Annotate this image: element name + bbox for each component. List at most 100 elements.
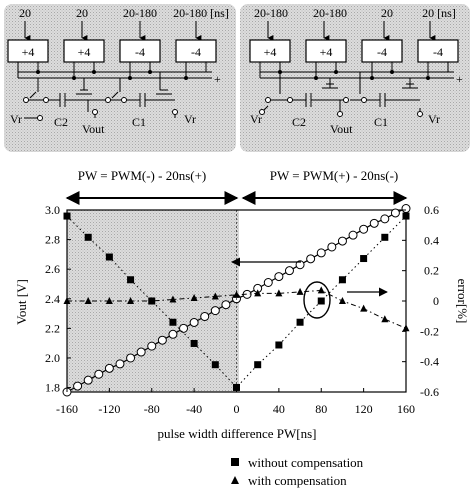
c1-label: C1 bbox=[374, 115, 388, 129]
x-tick-label: 40 bbox=[273, 402, 285, 416]
pulse-label: 20-180 bbox=[254, 6, 288, 20]
chart: -160 -120 -80 -40 0 40 80 120 160 3.0 2.8 2.6 2.4 2.2… bbox=[14, 203, 470, 488]
pulse-label: 20 bbox=[76, 6, 88, 20]
x-tick-label: -80 bbox=[144, 402, 160, 416]
data-point-triangle bbox=[63, 297, 71, 304]
pulse-label: 20 bbox=[381, 6, 393, 20]
x-tick-label: -40 bbox=[186, 402, 202, 416]
legend: without compensation with compensation bbox=[231, 455, 364, 488]
y-right-tick-label: -0.6 bbox=[420, 385, 439, 399]
pulse-label: 20 bbox=[19, 6, 31, 20]
data-point-circle bbox=[316, 248, 326, 258]
legend-triangle-marker bbox=[231, 476, 239, 484]
y-right-tick-label: -0.4 bbox=[420, 355, 439, 369]
data-point-circle bbox=[83, 375, 93, 385]
data-point-circle bbox=[359, 224, 369, 234]
data-point-circle bbox=[390, 208, 400, 218]
y-right-tick-label: 0.4 bbox=[424, 233, 439, 247]
y-right-axis-label: error[%] bbox=[455, 279, 470, 324]
x-axis-label: pulse width difference PW[ns] bbox=[158, 426, 317, 441]
amp-box bbox=[305, 39, 347, 63]
amp-gain: -4 bbox=[135, 45, 145, 59]
data-point-circle bbox=[210, 306, 220, 316]
x-tick-label: 160 bbox=[397, 402, 415, 416]
data-point-circle bbox=[168, 329, 178, 339]
circuit-left: 20 20 20-180 20-180 [ns] +4 +4 -4 -4 bbox=[4, 4, 236, 152]
y-right-tick-label: 0.2 bbox=[424, 264, 439, 278]
amp-box bbox=[63, 39, 105, 63]
data-point-circle bbox=[348, 230, 358, 240]
amp-gain: +4 bbox=[22, 45, 35, 59]
data-point-square bbox=[381, 233, 389, 241]
x-tick-label: 120 bbox=[355, 402, 373, 416]
amp-gain: +4 bbox=[78, 45, 91, 59]
data-point-triangle bbox=[317, 286, 325, 294]
vr-label: Vr bbox=[428, 112, 440, 126]
data-point-circle bbox=[221, 300, 231, 310]
data-point-triangle bbox=[84, 297, 92, 304]
data-point-circle bbox=[337, 236, 347, 246]
data-point-circle bbox=[104, 363, 114, 373]
data-point-circle bbox=[73, 381, 83, 391]
highlight-ellipse bbox=[303, 281, 331, 319]
data-point-circle bbox=[380, 214, 390, 224]
y-left-tick-label: 1.8 bbox=[45, 381, 60, 395]
pulse-label: 20-180 bbox=[123, 6, 157, 20]
legend-square-marker bbox=[231, 458, 239, 466]
data-point-circle bbox=[157, 335, 167, 345]
data-point-circle bbox=[126, 353, 136, 363]
data-point-circle bbox=[136, 347, 146, 357]
series-layer bbox=[62, 204, 411, 397]
amp-gain: -4 bbox=[377, 45, 387, 59]
data-point-triangle bbox=[381, 315, 389, 323]
amp-gain: +4 bbox=[264, 45, 277, 59]
y-right-tick-label: 0 bbox=[433, 294, 439, 308]
y-left-tick-label: 2.4 bbox=[45, 292, 60, 306]
data-point-square bbox=[317, 297, 325, 305]
data-point-square bbox=[360, 255, 368, 263]
y-right-tick-label: 0.6 bbox=[424, 203, 439, 217]
amp-box bbox=[249, 39, 291, 63]
data-point-circle bbox=[94, 369, 104, 379]
data-point-triangle bbox=[190, 293, 198, 301]
c2-label: C2 bbox=[54, 115, 68, 129]
amp-gain: -4 bbox=[433, 45, 443, 59]
data-point-circle bbox=[189, 317, 199, 327]
data-point-square bbox=[275, 341, 283, 349]
data-point-triangle bbox=[275, 289, 283, 297]
amp-gain: -4 bbox=[191, 45, 201, 59]
vout-label: Vout bbox=[330, 122, 353, 136]
data-point-triangle bbox=[360, 304, 368, 312]
data-point-triangle bbox=[211, 292, 219, 300]
y-left-tick-label: 2.8 bbox=[45, 233, 60, 247]
pulse-label: 20-180 bbox=[313, 6, 347, 20]
amp-box bbox=[175, 39, 217, 63]
y-left-tick-label: 3.0 bbox=[45, 203, 60, 217]
amp-box bbox=[119, 39, 161, 63]
data-point-circle bbox=[179, 323, 189, 333]
data-point-circle bbox=[369, 218, 379, 228]
data-point-triangle bbox=[105, 297, 113, 304]
c1-label: C1 bbox=[132, 115, 146, 129]
x-tick-label: -120 bbox=[98, 402, 120, 416]
data-point-triangle bbox=[254, 289, 262, 297]
legend-label-with-compensation: with compensation bbox=[248, 473, 347, 488]
x-tick-label: -160 bbox=[56, 402, 78, 416]
data-point-square bbox=[63, 212, 71, 220]
y-left-axis-label: Vout [V] bbox=[14, 279, 29, 325]
circuit-left-wiring bbox=[17, 62, 212, 119]
data-point-triangle bbox=[127, 297, 135, 304]
x-tick-label: 80 bbox=[315, 402, 327, 416]
data-point-circle bbox=[295, 260, 305, 270]
circuit-right: 20-180 20-180 20 20 [ns] +4 +4 -4 -4 bbox=[240, 4, 470, 152]
data-point-triangle bbox=[338, 297, 346, 304]
data-point-circle bbox=[147, 341, 157, 351]
y-right-tick-label: -0.2 bbox=[420, 324, 439, 338]
data-point-square bbox=[169, 318, 177, 326]
right-region-formula: PW = PWM(+) - 20ns(-) bbox=[270, 168, 399, 183]
data-point-triangle bbox=[169, 295, 177, 303]
c2-label: C2 bbox=[292, 115, 306, 129]
data-point-triangle bbox=[296, 287, 304, 295]
data-point-circle bbox=[284, 266, 294, 276]
